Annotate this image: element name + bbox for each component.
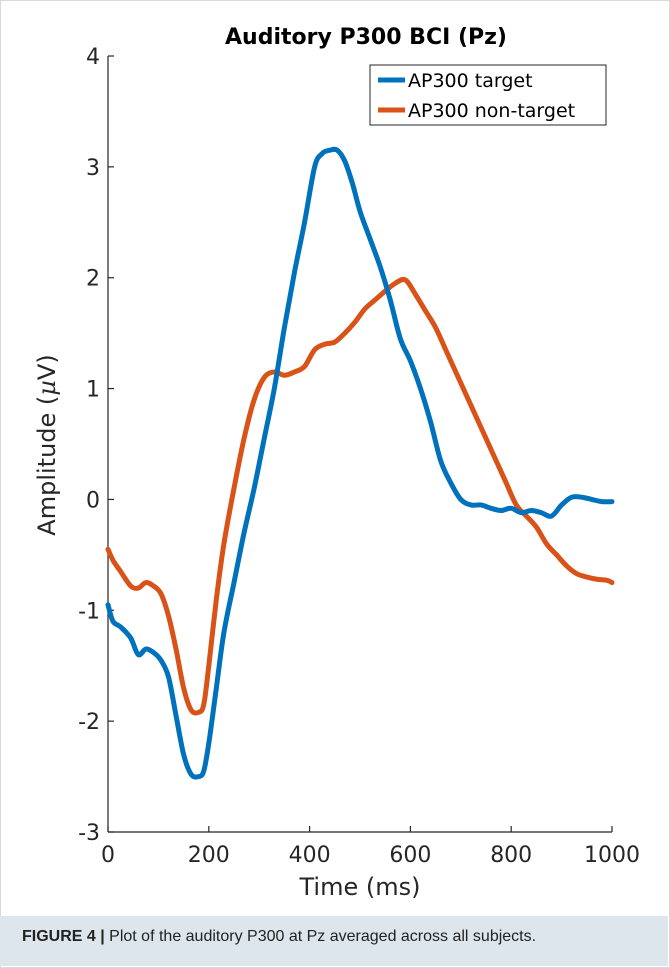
y-axis-title-suffix: V) [33, 354, 61, 380]
y-tick-label: 0 [86, 488, 100, 513]
x-axis-title: Time (ms) [299, 873, 421, 900]
y-tick-label: -1 [78, 599, 100, 624]
y-tick-label: -2 [78, 710, 100, 735]
series-line-non-target [105, 276, 615, 716]
caption-label: FIGURE 4 | [22, 928, 105, 945]
x-tick-label: 400 [289, 843, 331, 868]
series-lines [105, 146, 615, 780]
figure-caption: FIGURE 4 | Plot of the auditory P300 at … [22, 928, 652, 946]
y-tick-label: 1 [86, 378, 100, 403]
x-ticks: 0 200 400 600 800 1000 [101, 826, 640, 868]
x-tick-label: 800 [490, 843, 532, 868]
y-tick-label: -3 [78, 821, 100, 846]
chart-title: Auditory P300 BCI (Pz) [225, 25, 507, 50]
x-tick-label: 200 [188, 843, 230, 868]
caption-bar [0, 916, 668, 966]
legend: AP300 target AP300 non-target [369, 64, 607, 126]
series-line-target [105, 146, 615, 780]
p300-line-chart: -3 -2 -1 0 1 2 3 4 0 200 400 600 800 1000 Auditory P… [33, 25, 640, 900]
y-tick-label: 2 [86, 267, 100, 292]
y-ticks: -3 -2 -1 0 1 2 3 4 [78, 45, 114, 846]
legend-label-non-target: AP300 non-target [408, 100, 575, 122]
y-axis-title: Amplitude (µV) [33, 354, 61, 535]
legend-box [369, 64, 607, 126]
x-tick-label: 0 [101, 843, 115, 868]
y-axis-title-prefix: Amplitude ( [33, 396, 61, 536]
plot-area: -3 -2 -1 0 1 2 3 4 0 200 400 600 800 1000 [78, 45, 640, 868]
x-tick-label: 1000 [584, 843, 640, 868]
caption-text: Plot of the auditory P300 at Pz averaged… [104, 928, 537, 945]
y-tick-label: 3 [86, 156, 100, 181]
y-axis-title-mu: µ [33, 380, 61, 396]
x-tick-label: 600 [389, 843, 431, 868]
y-tick-label: 4 [86, 45, 100, 70]
legend-label-target: AP300 target [408, 70, 533, 92]
